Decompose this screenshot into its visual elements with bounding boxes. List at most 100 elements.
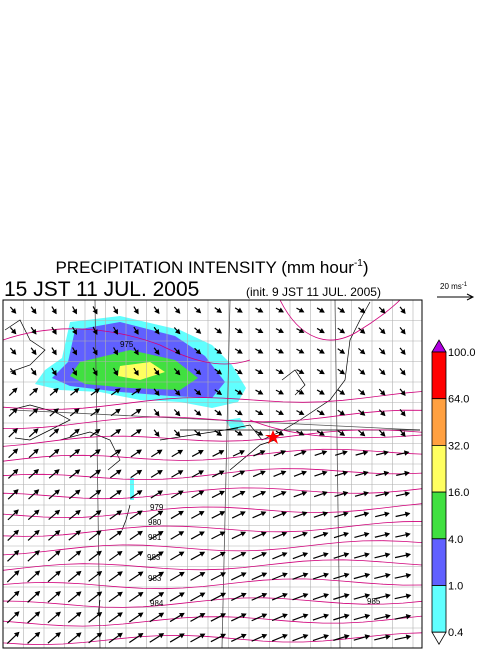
arrow-head xyxy=(179,612,185,618)
arrow-head xyxy=(34,590,41,597)
wind-arrow xyxy=(88,550,102,562)
arrow-head xyxy=(319,430,325,436)
arrow-head xyxy=(237,389,243,395)
isobar xyxy=(3,521,422,537)
arrow-head xyxy=(343,552,350,558)
wind-arrow xyxy=(51,367,57,376)
wind-arrow xyxy=(92,326,98,335)
arrow-head xyxy=(198,511,205,516)
wind-arrow xyxy=(214,348,223,355)
wind-arrow xyxy=(296,430,305,436)
arrow-head xyxy=(298,328,305,333)
arrow-head xyxy=(403,450,410,456)
arrow-head xyxy=(220,592,227,598)
wind-arrow xyxy=(271,592,288,601)
colorbar-label: 64.0 xyxy=(448,394,469,406)
arrow-head xyxy=(216,307,223,314)
arrow-head xyxy=(280,450,287,456)
wind-arrow xyxy=(231,531,247,540)
arrow-head xyxy=(301,470,307,476)
vector-scale-arrow xyxy=(437,293,475,301)
wind-arrow xyxy=(316,409,325,416)
wind-arrow xyxy=(255,410,264,415)
wind-arrow xyxy=(150,490,164,499)
wind-arrow xyxy=(312,593,330,601)
meridian xyxy=(94,300,101,648)
arrow-head xyxy=(261,572,268,578)
wind-arrow xyxy=(28,428,39,438)
arrow-head xyxy=(216,389,223,396)
wind-arrow xyxy=(30,347,37,356)
wind-arrow xyxy=(194,388,202,396)
arrow-head xyxy=(73,408,80,414)
arrow-head xyxy=(75,550,82,556)
arrow-head xyxy=(114,388,121,394)
wind-arrow xyxy=(72,306,77,315)
wind-arrow xyxy=(27,529,40,541)
arrow-head xyxy=(362,450,369,456)
wind-arrow xyxy=(113,306,118,315)
colorbar-label: 100.0 xyxy=(448,347,476,359)
wind-arrow xyxy=(375,491,390,497)
wind-arrow xyxy=(231,511,246,519)
isobar-label: 983 xyxy=(147,553,161,562)
wind-arrow xyxy=(354,511,370,518)
arrow-head xyxy=(321,450,328,456)
arrow-head xyxy=(179,633,185,639)
isobar-label: 984 xyxy=(150,599,164,608)
wind-arrow xyxy=(48,448,60,458)
arrow-head xyxy=(257,430,264,436)
arrow-head xyxy=(379,369,386,376)
arrow-head xyxy=(113,308,118,315)
arrow-head xyxy=(156,449,163,455)
arrow-head xyxy=(10,328,17,335)
arrow-head xyxy=(74,469,81,475)
arrow-head xyxy=(154,328,160,335)
wind-arrow xyxy=(312,613,330,621)
wind-arrow xyxy=(149,531,164,540)
arrow-head xyxy=(55,570,61,577)
arrow-head xyxy=(239,450,245,456)
wind-arrow xyxy=(251,613,268,622)
wind-arrow xyxy=(51,326,57,335)
arrow-head xyxy=(154,410,160,417)
meridian xyxy=(334,300,341,648)
arrow-head xyxy=(95,469,101,475)
wind-arrow xyxy=(255,389,264,395)
arrow-head xyxy=(257,348,264,354)
arrow-head xyxy=(400,369,406,376)
wind-arrow xyxy=(296,307,305,313)
arrow-head xyxy=(342,491,349,497)
arrow-head xyxy=(301,490,308,497)
isobar xyxy=(3,448,422,462)
arrow-head xyxy=(74,449,81,455)
wind-arrow xyxy=(271,633,288,642)
wind-arrow xyxy=(212,470,225,478)
wind-arrow xyxy=(153,388,160,397)
arrow-head xyxy=(157,531,164,537)
wind-arrow xyxy=(214,307,223,314)
arrow-head xyxy=(379,431,386,437)
isobar xyxy=(3,409,422,429)
wind-arrow xyxy=(7,529,20,542)
arrow-head xyxy=(359,389,366,396)
arrow-head xyxy=(260,531,267,537)
wind-arrow xyxy=(293,470,307,477)
wind-arrow xyxy=(292,552,309,560)
arrow-head xyxy=(92,308,98,315)
arrow-head xyxy=(237,348,243,354)
arrow-head xyxy=(96,612,103,618)
wind-arrow xyxy=(232,490,246,498)
arrow-head xyxy=(278,307,284,313)
wind-arrow xyxy=(109,530,123,541)
arrow-head xyxy=(113,329,118,335)
arrow-head xyxy=(195,348,202,355)
wind-arrow xyxy=(89,510,102,520)
wind-arrow xyxy=(399,388,406,396)
arrow-head xyxy=(51,370,57,376)
arrow-head xyxy=(298,389,305,395)
wind-arrow xyxy=(173,388,181,396)
arrow-head xyxy=(195,307,202,314)
arrow-head xyxy=(240,511,246,517)
arrow-head xyxy=(158,551,164,557)
